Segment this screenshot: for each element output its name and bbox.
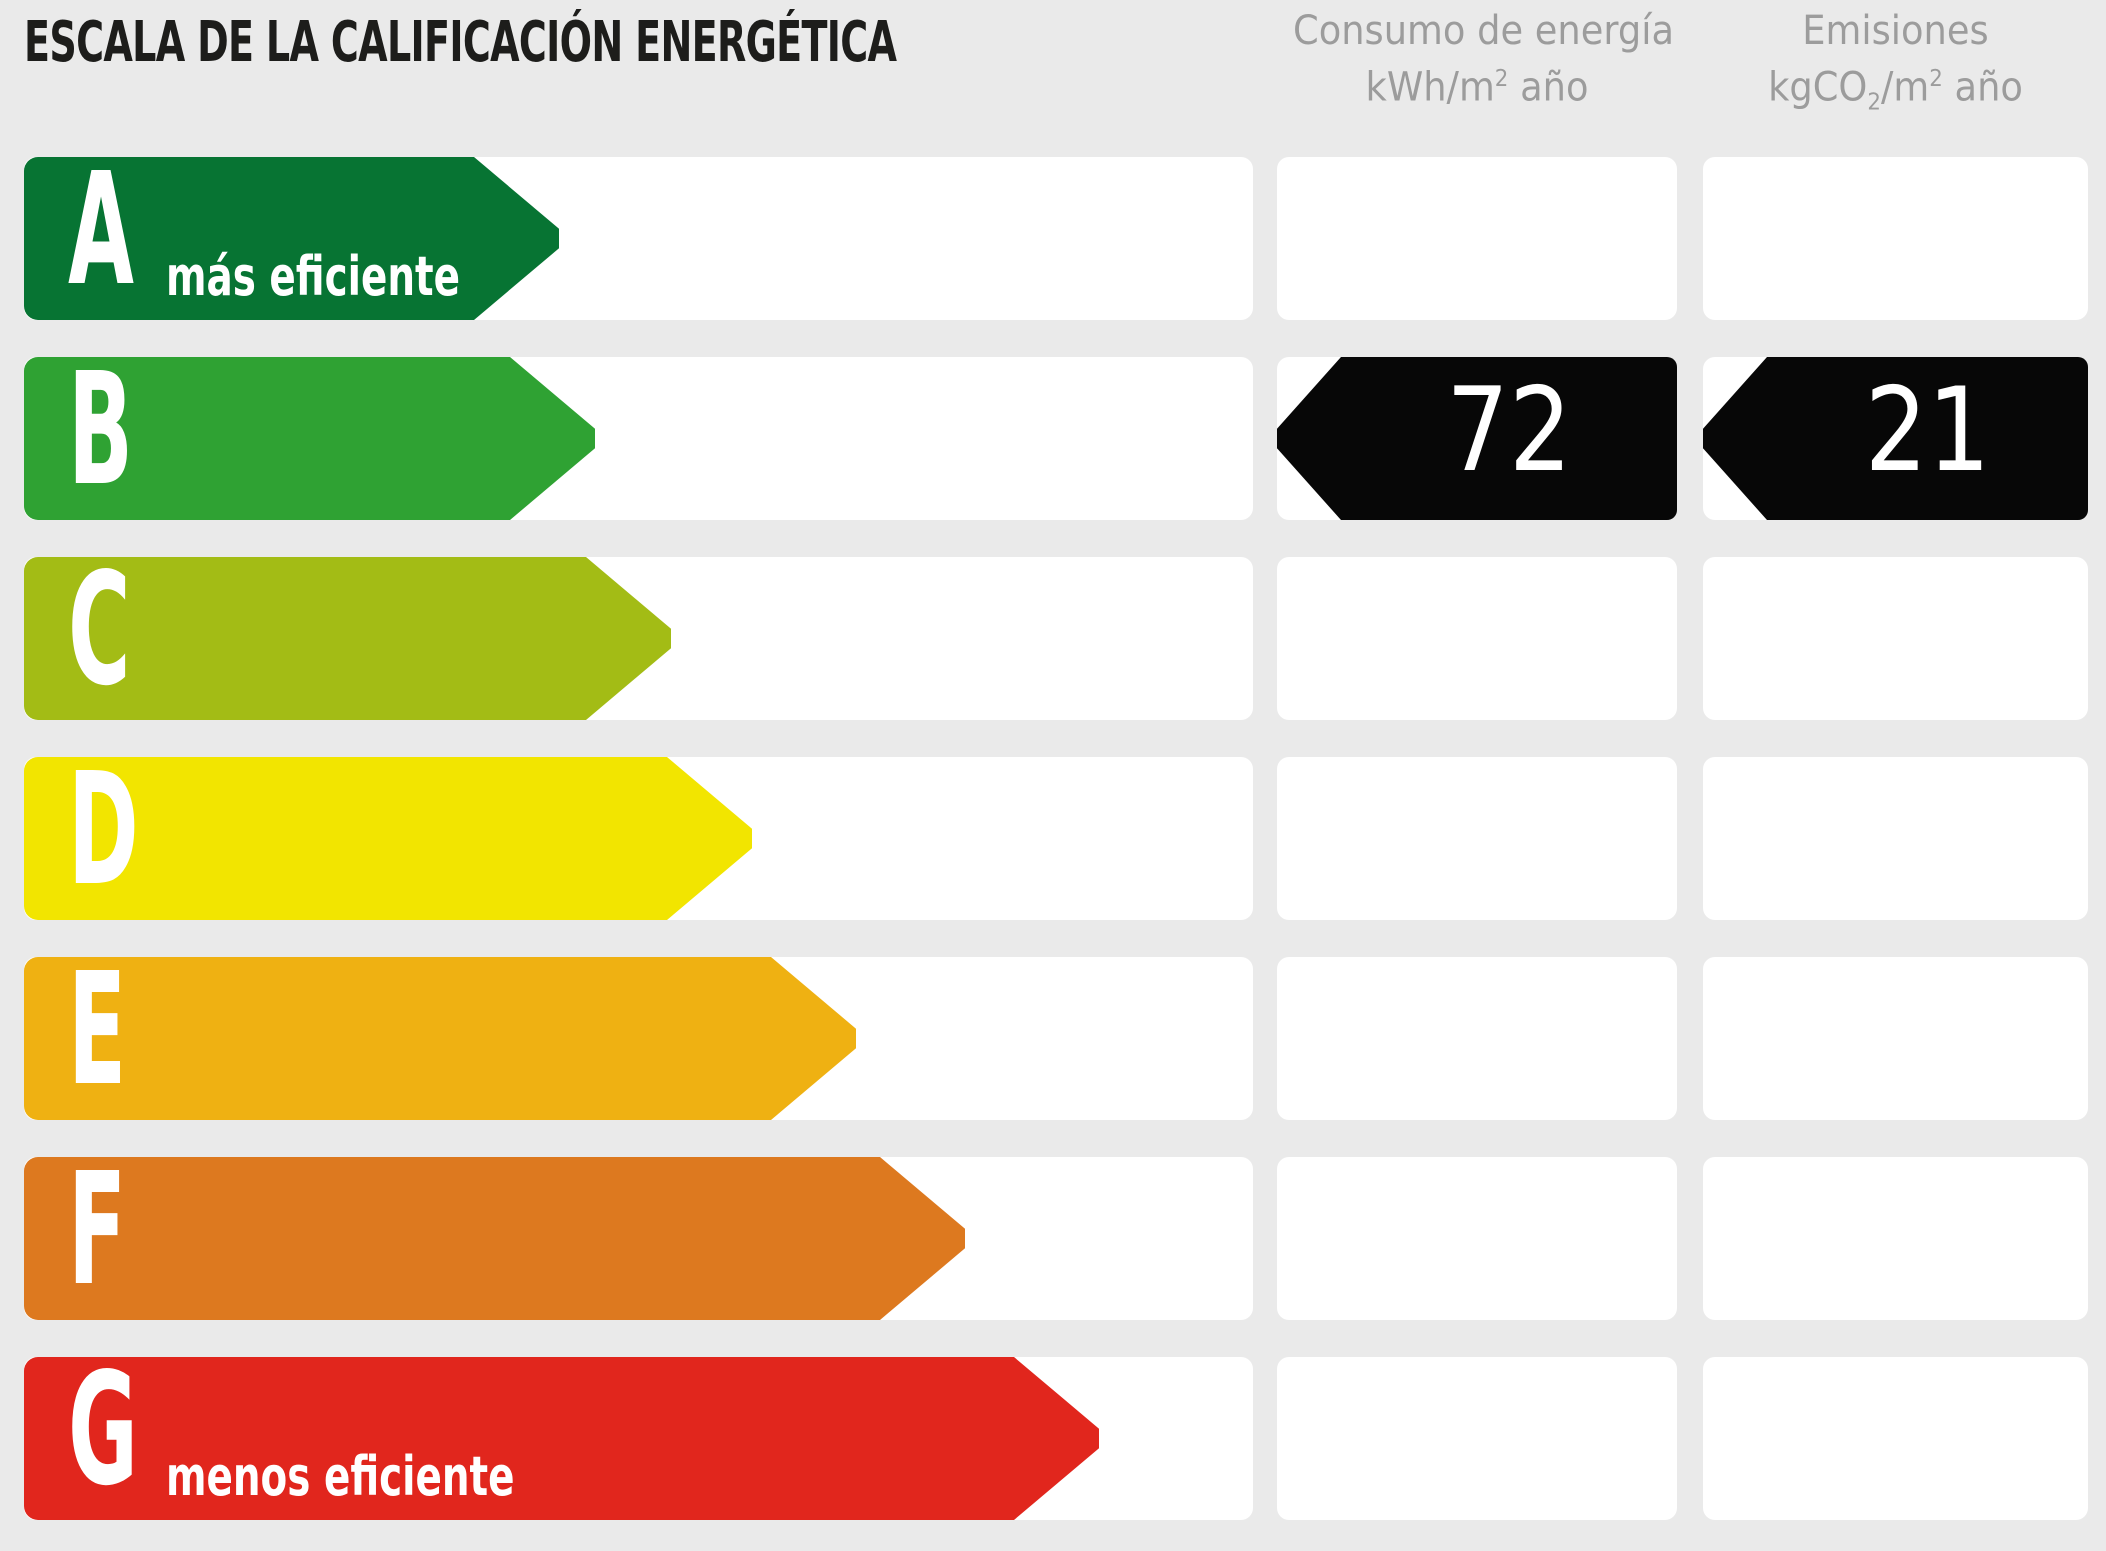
consumption-header-unit: kWh/m2 año — [1365, 64, 1589, 111]
consumption-cell — [1277, 157, 1677, 320]
emissions-column-header: Emisiones kgCO2/m2 año — [1718, 8, 2072, 125]
consumption-cell — [1277, 557, 1677, 720]
rating-row-c: C — [0, 557, 2106, 720]
grade-letter: G — [68, 1339, 138, 1520]
emissions-indicator: 21 — [1703, 357, 2088, 520]
rating-row-f: F — [0, 1157, 2106, 1320]
grade-letter: A — [68, 139, 134, 320]
consumption-header-line1: Consumo de energía — [1293, 8, 1675, 54]
rating-bar-f: F — [24, 1157, 965, 1320]
consumption-cell: 72 — [1277, 357, 1677, 520]
emissions-cell — [1703, 957, 2088, 1120]
emissions-cell — [1703, 757, 2088, 920]
consumption-cell — [1277, 957, 1677, 1120]
consumption-indicator: 72 — [1277, 357, 1677, 520]
rating-row-g: G menos eficiente — [0, 1357, 2106, 1520]
consumption-value: 72 — [1446, 363, 1572, 498]
emissions-cell — [1703, 557, 2088, 720]
grade-letter: D — [68, 739, 139, 920]
grade-letter: B — [68, 339, 133, 520]
emissions-cell — [1703, 1357, 2088, 1520]
rating-bar-d: D — [24, 757, 752, 920]
grade-letter: F — [68, 1139, 127, 1320]
rating-row-e: E — [0, 957, 2106, 1120]
consumption-cell — [1277, 1357, 1677, 1520]
rating-bar-a: A más eficiente — [24, 157, 559, 320]
grade-letter: E — [68, 939, 127, 1120]
page-title: ESCALA DE LA CALIFICACIÓN ENERGÉTICA — [24, 10, 897, 75]
rating-bar-e: E — [24, 957, 856, 1120]
emissions-cell — [1703, 1157, 2088, 1320]
consumption-cell — [1277, 757, 1677, 920]
emissions-value: 21 — [1864, 363, 1991, 498]
rating-row-a: A más eficiente — [0, 157, 2106, 320]
emissions-cell: 21 — [1703, 357, 2088, 520]
emissions-header-unit: kgCO2/m2 año — [1768, 64, 2023, 116]
grade-letter: C — [68, 539, 131, 720]
emissions-cell — [1703, 157, 2088, 320]
emissions-header-line1: Emisiones — [1802, 8, 1989, 54]
rating-bar-b: B — [24, 357, 595, 520]
rating-bar-g: G menos eficiente — [24, 1357, 1099, 1520]
efficiency-note: menos eficiente — [166, 1445, 515, 1508]
rating-row-d: D — [0, 757, 2106, 920]
efficiency-note: más eficiente — [166, 245, 460, 308]
consumption-column-header: Consumo de energía kWh/m2 año — [1293, 8, 1675, 111]
rating-bar-c: C — [24, 557, 671, 720]
rating-row-b: 72 21 B — [0, 357, 2106, 520]
consumption-cell — [1277, 1157, 1677, 1320]
